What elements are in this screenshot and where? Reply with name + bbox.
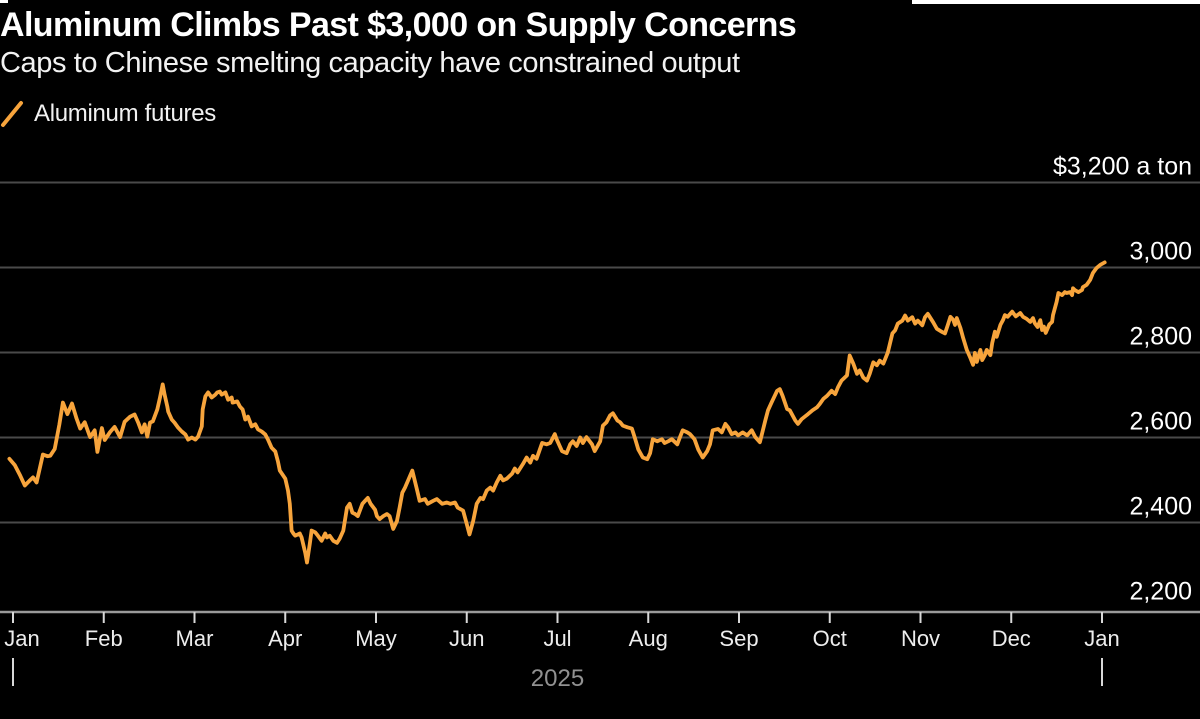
x-tick-label-oct-9: Oct <box>813 626 847 651</box>
x-tick-label-dec-11: Dec <box>992 626 1031 651</box>
x-tick-label-nov-10: Nov <box>901 626 940 651</box>
x-tick-label-jun-5: Jun <box>449 626 484 651</box>
legend-line-swatch-icon <box>1 101 23 127</box>
y-axis-labels: $3,200 a ton 3,000 2,800 2,600 2,400 2,200 <box>1053 153 1192 606</box>
x-axis-year-label: 2025 <box>531 665 584 692</box>
x-tick-label-jan-0: Jan <box>4 626 39 651</box>
y-tick-label-3200: $3,200 a ton <box>1053 153 1192 181</box>
y-tick-label-2600: 2,600 <box>1129 408 1192 436</box>
x-tick-label-jul-6: Jul <box>543 626 571 651</box>
x-tick-label-jan-12: Jan <box>1084 626 1119 651</box>
page-edge-artifact-left <box>0 0 8 3</box>
legend-label: Aluminum futures <box>34 100 216 127</box>
x-axis-labels: Jan Feb Mar Apr May Jun Jul Aug Sep Oct Nov Dec Jan 2… <box>4 626 1119 692</box>
chart-subtitle: Caps to Chinese smelting capacity have c… <box>0 47 740 79</box>
x-tick-label-mar-2: Mar <box>176 626 214 651</box>
series-aluminum-futures <box>7 260 1107 565</box>
x-tick-label-aug-7: Aug <box>629 626 668 651</box>
aluminum-futures-line <box>7 260 1107 565</box>
legend: Aluminum futures <box>0 98 216 130</box>
gridlines <box>0 181 1200 524</box>
x-tick-label-apr-3: Apr <box>268 626 302 651</box>
y-tick-label-2400: 2,400 <box>1129 493 1192 521</box>
y-tick-label-2800: 2,800 <box>1129 323 1192 351</box>
chart-title: Aluminum Climbs Past $3,000 on Supply Co… <box>0 6 797 44</box>
y-tick-label-3000: 3,000 <box>1129 238 1192 266</box>
x-tick-label-may-4: May <box>355 626 397 651</box>
y-tick-label-2200: 2,200 <box>1129 578 1192 606</box>
x-axis-ticks <box>12 612 1103 686</box>
page-edge-artifact-right <box>912 0 1200 4</box>
x-tick-label-sep-8: Sep <box>719 626 758 651</box>
x-tick-label-feb-1: Feb <box>85 626 123 651</box>
